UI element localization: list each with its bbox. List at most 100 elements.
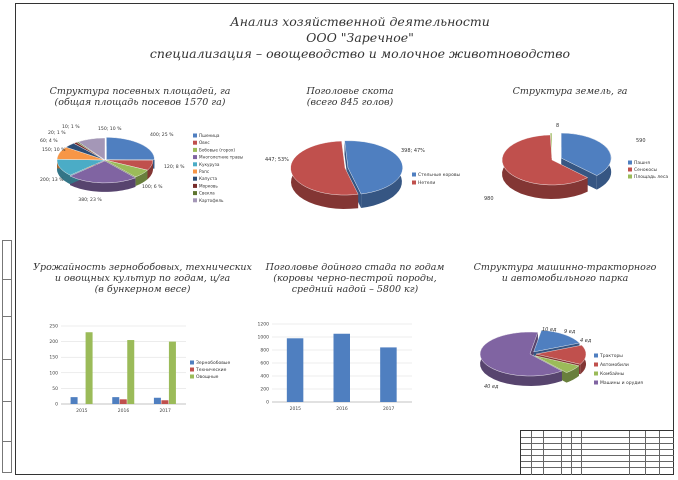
legend-swatch [193,191,197,196]
chart1-title-line-2: (общая площадь посевов 1570 га) [54,97,226,108]
legend-label: Рапс [199,169,210,174]
chart-livestock: 398; 47% 447; 53% Стельные коровы Нетели [265,140,460,209]
legend-label: Картофель [199,198,224,203]
legend-swatch [594,371,598,376]
chart3-title: Структура земель, га [480,86,660,97]
chart1-title: Структура посевных площадей, га (общая п… [40,86,240,108]
pie-slice [534,355,580,373]
bar [127,340,135,404]
legend-label: Зернобобовые [196,360,230,366]
y-tick-label: 1000 [258,335,270,341]
y-tick-label: 200 [260,387,269,393]
legend-label: Площадь леса [634,174,668,180]
poster-title-line-2: ООО "Заречное" [306,30,414,45]
pie-data-label: 10 ед [542,327,557,333]
pie-data-label: 447; 53% [265,157,289,163]
legend-label: Многолетние травы [199,155,243,160]
legend-swatch [628,167,632,172]
legend-swatch [193,183,197,188]
pie-data-label: 150; 10 % [42,147,66,153]
pie-data-label: 9 ед [564,329,576,335]
y-tick-label: 0 [266,400,269,406]
x-tick-label: 2015 [290,406,302,412]
bar [119,399,127,404]
y-tick-label: 50 [52,386,58,392]
pie-slice [290,140,359,196]
chart-yield-by-year: 0 50 100 150 200 250 2015 2016 2017 ЗернобобовыеТ… [49,324,230,415]
bar [286,338,304,402]
pie-slice [501,134,589,186]
chart5-title-line-2: (коровы черно-пестрой породы, [273,273,437,284]
bar [70,397,78,404]
pie-data-label: 4 ед [580,338,592,344]
legend-swatch [594,380,598,385]
y-tick-label: 800 [260,348,269,354]
chart4-title: Урожайность зернобобовых, технических и … [30,262,255,295]
legend-label: Морковь [199,183,218,188]
pie-slice [479,331,563,377]
poster-title-line-3: специализация – овощеводство и молочное … [149,46,571,61]
legend-swatch [193,155,197,160]
pie-data-label: 20; 1 % [48,130,66,136]
chart2-title: Поголовье скота (всего 845 голов) [270,86,430,108]
pie-slice [560,132,612,176]
legend-swatch [594,362,598,367]
y-tick-label: 600 [260,361,269,367]
x-tick-label: 2016 [336,406,348,412]
x-tick-label: 2016 [118,408,130,414]
legend-label: Бобовые (горох) [199,147,235,152]
pie-data-label: 380; 23 % [78,197,102,203]
bar [333,333,350,402]
bar [112,397,120,404]
pie-slice [104,159,148,178]
chart4-title-line-1: Урожайность зернобобовых, технических [33,262,252,273]
pie-data-label: 398; 47% [401,148,425,154]
chart5-title-line-3: средний надой – 5800 кг) [291,284,419,295]
legend-swatch [193,147,197,152]
chart-dairy-herd: 0 200 400 600 800 1000 1200 2015 2016 2017 [258,322,412,412]
pie-slice-side [57,159,71,185]
legend-label: Технические [195,367,227,373]
pie-data-label: 120; 8 % [164,164,185,170]
pie-slice [77,137,106,161]
pie-data-label: 8 [556,123,559,129]
pie-slice [69,160,136,184]
legend-swatch [193,133,197,138]
chart-machinery: 10 ед 9 ед 4 ед 40 ед Тракторы Автомобили Комб… [479,327,643,390]
drawing-frame [15,3,674,475]
bar [168,341,176,404]
pie-slice [344,140,403,195]
chart5-title: Поголовье дойного стада по годам (коровы… [255,262,455,295]
bar [380,347,397,402]
legend-label: Стельные коровы [418,172,460,178]
legend-swatch [193,140,197,145]
pie-data-label: 400; 25 % [150,132,174,138]
legend-swatch [193,176,197,181]
title-block-stamp [520,430,674,475]
legend-label: Капуста [199,176,217,181]
y-tick-label: 0 [55,402,58,408]
legend-swatch [193,198,197,203]
y-tick-label: 150 [49,355,58,361]
pie-slice-side [70,176,136,192]
legend-swatch [412,180,416,185]
legend-swatch [193,169,197,174]
pie-slice [106,137,155,160]
bar [85,332,93,404]
chart4-title-line-3: (в бункерном весе) [94,284,191,295]
y-tick-label: 200 [49,339,58,345]
pie-data-label: 100; 6 % [142,184,163,190]
chart2-title-line-2: (всего 845 голов) [306,97,394,108]
y-tick-label: 400 [260,374,269,380]
y-tick-label: 1200 [258,322,270,328]
legend-swatch [628,174,632,179]
x-tick-label: 2015 [76,408,88,414]
chart6-title: Структура машинно-тракторного и автомоби… [470,262,660,284]
bar [161,400,169,404]
legend-label: Свекла [199,191,215,196]
pie-data-label: 40 ед [484,384,499,390]
bar [153,397,161,404]
x-tick-label: 2017 [159,408,171,414]
y-tick-label: 100 [49,370,58,376]
